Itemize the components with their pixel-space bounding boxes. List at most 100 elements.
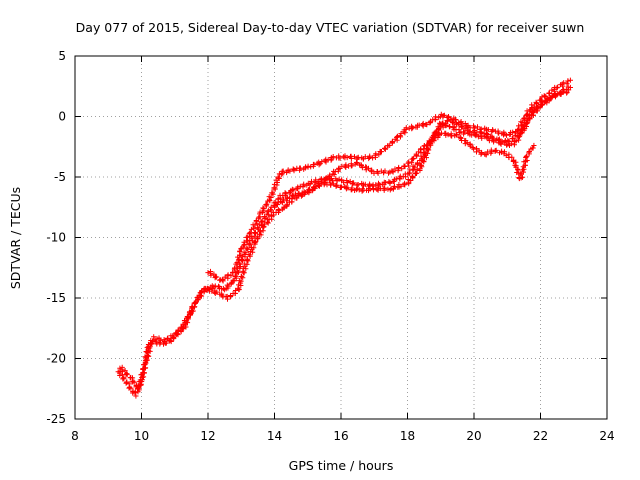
data-point [531, 142, 537, 149]
data-point [238, 273, 244, 280]
data-point [362, 154, 368, 160]
x-tick-label: 12 [200, 429, 215, 443]
data-point [246, 231, 252, 237]
data-point [215, 283, 222, 289]
data-point [117, 372, 123, 379]
data-point [250, 249, 256, 255]
data-point [375, 170, 381, 176]
data-point [184, 318, 190, 324]
data-point [249, 238, 255, 244]
data-point [228, 280, 234, 286]
data-point [498, 141, 504, 147]
data-point [235, 285, 241, 291]
data-point [495, 137, 501, 143]
data-point [122, 368, 128, 374]
data-point [291, 167, 297, 173]
data-point [561, 80, 567, 86]
data-point [171, 335, 177, 341]
data-point [327, 172, 333, 178]
data-point [496, 136, 502, 142]
data-point [564, 81, 570, 87]
data-point [260, 218, 266, 224]
data-point [265, 220, 271, 226]
data-point [521, 116, 527, 122]
data-point [329, 178, 336, 184]
data-point [555, 91, 561, 97]
data-point [412, 164, 418, 170]
data-point [124, 371, 130, 377]
data-point [260, 205, 266, 211]
data-point [214, 274, 220, 280]
data-point [478, 126, 484, 132]
data-point [420, 154, 426, 160]
data-point [233, 270, 239, 276]
data-point [458, 134, 464, 141]
data-point [503, 132, 510, 138]
tick-layer: 8 10 12 14 16 18 20 22 24 -25 -20 -15 -10 -5 0 5 [46, 49, 614, 443]
data-point [310, 187, 316, 193]
grid-layer [75, 56, 607, 419]
data-point [527, 116, 533, 122]
data-point [316, 180, 322, 186]
data-point [178, 329, 184, 335]
data-point [405, 176, 411, 183]
data-point [283, 191, 289, 197]
data-point [453, 117, 459, 123]
data-point [533, 99, 539, 105]
y-tick-label: -5 [54, 170, 66, 184]
data-point [355, 182, 361, 188]
data-point [262, 213, 268, 220]
data-point [552, 91, 558, 97]
data-point [131, 379, 137, 385]
data-point [425, 150, 431, 156]
data-point [358, 162, 364, 168]
data-point [338, 184, 345, 190]
data-point [205, 270, 211, 276]
data-point [421, 146, 427, 152]
data-point [280, 168, 286, 174]
data-point [208, 272, 214, 278]
data-point [184, 313, 191, 320]
data-point [427, 119, 433, 125]
data-point [391, 183, 398, 189]
data-point [271, 204, 278, 210]
data-point [308, 164, 314, 170]
data-point [506, 138, 512, 144]
data-point [398, 183, 404, 189]
data-point [187, 309, 193, 315]
data-point [382, 168, 388, 174]
data-point [337, 155, 343, 161]
data-point [253, 218, 259, 224]
x-tick-label: 22 [533, 429, 548, 443]
data-point [227, 293, 234, 300]
data-point [269, 190, 275, 196]
data-point [464, 140, 470, 146]
data-point [383, 180, 389, 186]
data-point [228, 272, 234, 278]
data-point [458, 120, 464, 126]
data-point [403, 125, 409, 131]
data-point [387, 179, 393, 186]
data-point [268, 194, 274, 201]
y-tick-label: 0 [58, 110, 66, 124]
data-point [344, 154, 350, 161]
data-point [543, 93, 549, 99]
data-point [554, 84, 561, 90]
data-point [265, 209, 271, 215]
data-point [366, 155, 372, 162]
data-point [441, 112, 447, 118]
data-point [245, 234, 251, 240]
data-point [201, 288, 207, 294]
data-point [123, 380, 129, 386]
data-point [151, 334, 157, 340]
data-point [230, 277, 236, 283]
data-point [510, 158, 517, 165]
data-point [493, 147, 499, 153]
data-point [225, 272, 231, 278]
data-point [291, 187, 297, 193]
data-point [235, 257, 242, 263]
data-point [179, 324, 185, 330]
data-point [515, 166, 521, 172]
data-point [349, 187, 355, 193]
data-point [529, 102, 535, 108]
